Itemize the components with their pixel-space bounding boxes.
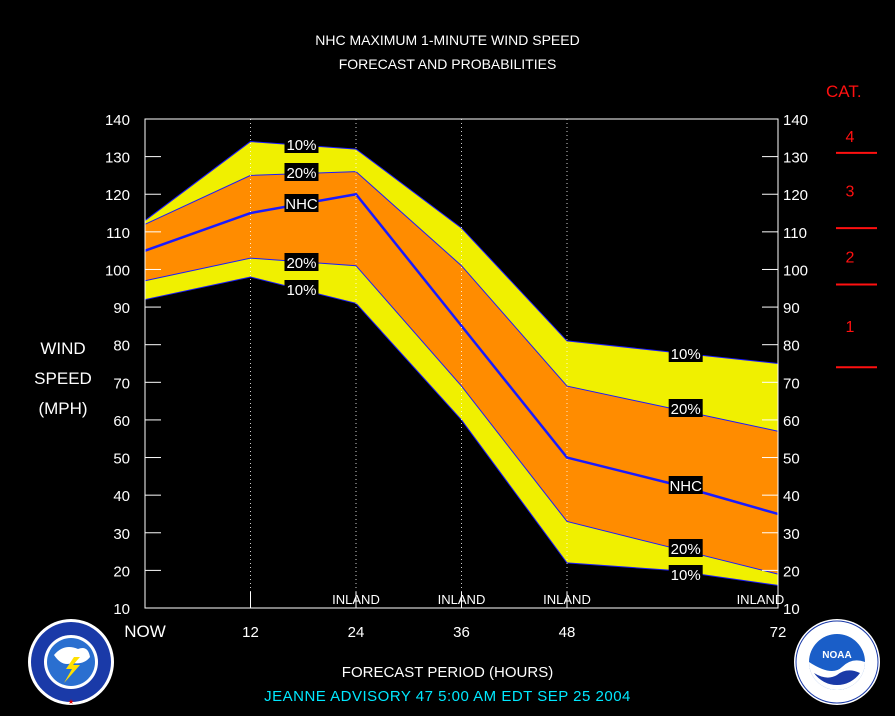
band-label: 20% <box>671 541 701 558</box>
y-tick-label-left: 70 <box>113 375 130 392</box>
y-tick-label-right: 110 <box>783 225 807 242</box>
band-label-bg <box>284 163 319 181</box>
band-label-bg <box>284 280 319 298</box>
y-tick-label-right: 30 <box>783 526 800 543</box>
band-20-percent <box>145 171 778 575</box>
y-tick-label-left: 20 <box>113 563 130 580</box>
y-tick-label-right: 40 <box>783 488 800 505</box>
band-label: 20% <box>286 255 316 272</box>
band-label: 10% <box>671 567 701 584</box>
svg-text:★: ★ <box>68 698 74 706</box>
band-label-bg <box>668 539 703 557</box>
y-tick-label-right: 70 <box>783 375 800 392</box>
band-label: 10% <box>286 137 316 154</box>
band-label-bg <box>668 399 703 417</box>
y-tick-label-left: 100 <box>105 262 130 279</box>
y-tick-label-left: 50 <box>113 451 130 468</box>
category-label: 2 <box>846 249 855 266</box>
band-label-bg <box>668 344 703 362</box>
y-axis-left: 10 20 30 40 50 60 70 80 90 100 110 120 130 140 <box>105 112 161 618</box>
x-tick-label: 72 <box>770 624 787 641</box>
y-tick-label-right: 100 <box>783 262 808 279</box>
noaa-logo-text: NOAA <box>822 650 851 661</box>
band-label: 10% <box>286 282 316 299</box>
y-tick-label-right: 120 <box>783 187 808 204</box>
category-label: 4 <box>846 129 855 146</box>
inland-label: INLAND <box>737 592 785 607</box>
category-title: CAT. <box>826 82 862 101</box>
y-axis-label-2: SPEED <box>34 369 92 388</box>
chart-title-line2: FORECAST AND PROBABILITIES <box>338 56 557 72</box>
band-label-bg <box>284 194 319 212</box>
y-axis-right: 10 20 30 40 50 60 70 80 90 100 110 120 130 140 <box>762 112 808 618</box>
y-tick-label-left: 80 <box>113 338 130 355</box>
y-axis-label-1: WIND <box>40 339 86 358</box>
y-tick-label-right: 90 <box>783 300 800 317</box>
y-tick-label-left: 40 <box>113 488 130 505</box>
x-tick-label: 12 <box>242 624 259 641</box>
band-label-bg <box>668 476 703 494</box>
band-label: NHC <box>285 196 318 213</box>
inland-label: INLAND <box>543 592 591 607</box>
x-axis-title: FORECAST PERIOD (HOURS) <box>341 664 554 681</box>
y-tick-label-right: 80 <box>783 338 800 355</box>
y-tick-label-left: 90 <box>113 300 130 317</box>
band-label-bg <box>668 565 703 583</box>
band-label: 10% <box>671 346 701 363</box>
y-tick-label-left: 30 <box>113 526 130 543</box>
y-tick-label-left: 120 <box>105 187 130 204</box>
inland-label: INLAND <box>332 592 380 607</box>
category-label: 1 <box>846 319 855 336</box>
band-label: 20% <box>671 401 701 418</box>
x-axis: NOW 12 24 36 48 72 <box>124 592 786 641</box>
band-label: 20% <box>286 165 316 182</box>
x-tick-label: NOW <box>124 622 166 641</box>
x-tick-label: 24 <box>348 624 365 641</box>
y-tick-label-left: 10 <box>113 601 130 618</box>
inland-label: INLAND <box>438 592 486 607</box>
y-tick-label-right: 140 <box>783 112 808 129</box>
category-label: 3 <box>846 183 855 200</box>
y-tick-label-left: 110 <box>106 225 130 242</box>
x-tick-label: 36 <box>453 624 470 641</box>
advisory-line: JEANNE ADVISORY 47 5:00 AM EDT SEP 25 20… <box>264 688 631 705</box>
band-label-bg <box>284 253 319 271</box>
y-tick-label-left: 130 <box>105 150 130 167</box>
y-tick-label-left: 140 <box>105 112 130 129</box>
noaa-logo-icon: NOAA <box>794 619 880 705</box>
y-tick-label-right: 50 <box>783 451 800 468</box>
band-label-bg <box>284 135 319 153</box>
band-label: NHC <box>669 478 702 495</box>
vertical-gridlines <box>250 119 568 608</box>
y-tick-label-right: 60 <box>783 413 800 430</box>
category-scale: 4 3 2 1 <box>836 129 877 369</box>
band-labels: 10% 20% NHC 20% 10% 10% 20% NHC 20% 10% <box>284 135 703 584</box>
y-tick-label-right: 20 <box>783 563 800 580</box>
inland-labels: INLAND INLAND INLAND INLAND <box>332 592 784 607</box>
y-tick-label-right: 10 <box>783 601 800 618</box>
nws-logo-icon: ★ <box>28 619 114 706</box>
y-axis-label-3: (MPH) <box>38 399 88 418</box>
y-tick-label-right: 130 <box>783 150 808 167</box>
chart-title-line1: NHC MAXIMUM 1-MINUTE WIND SPEED <box>315 32 580 48</box>
x-tick-label: 48 <box>559 624 576 641</box>
y-tick-label-left: 60 <box>113 413 130 430</box>
